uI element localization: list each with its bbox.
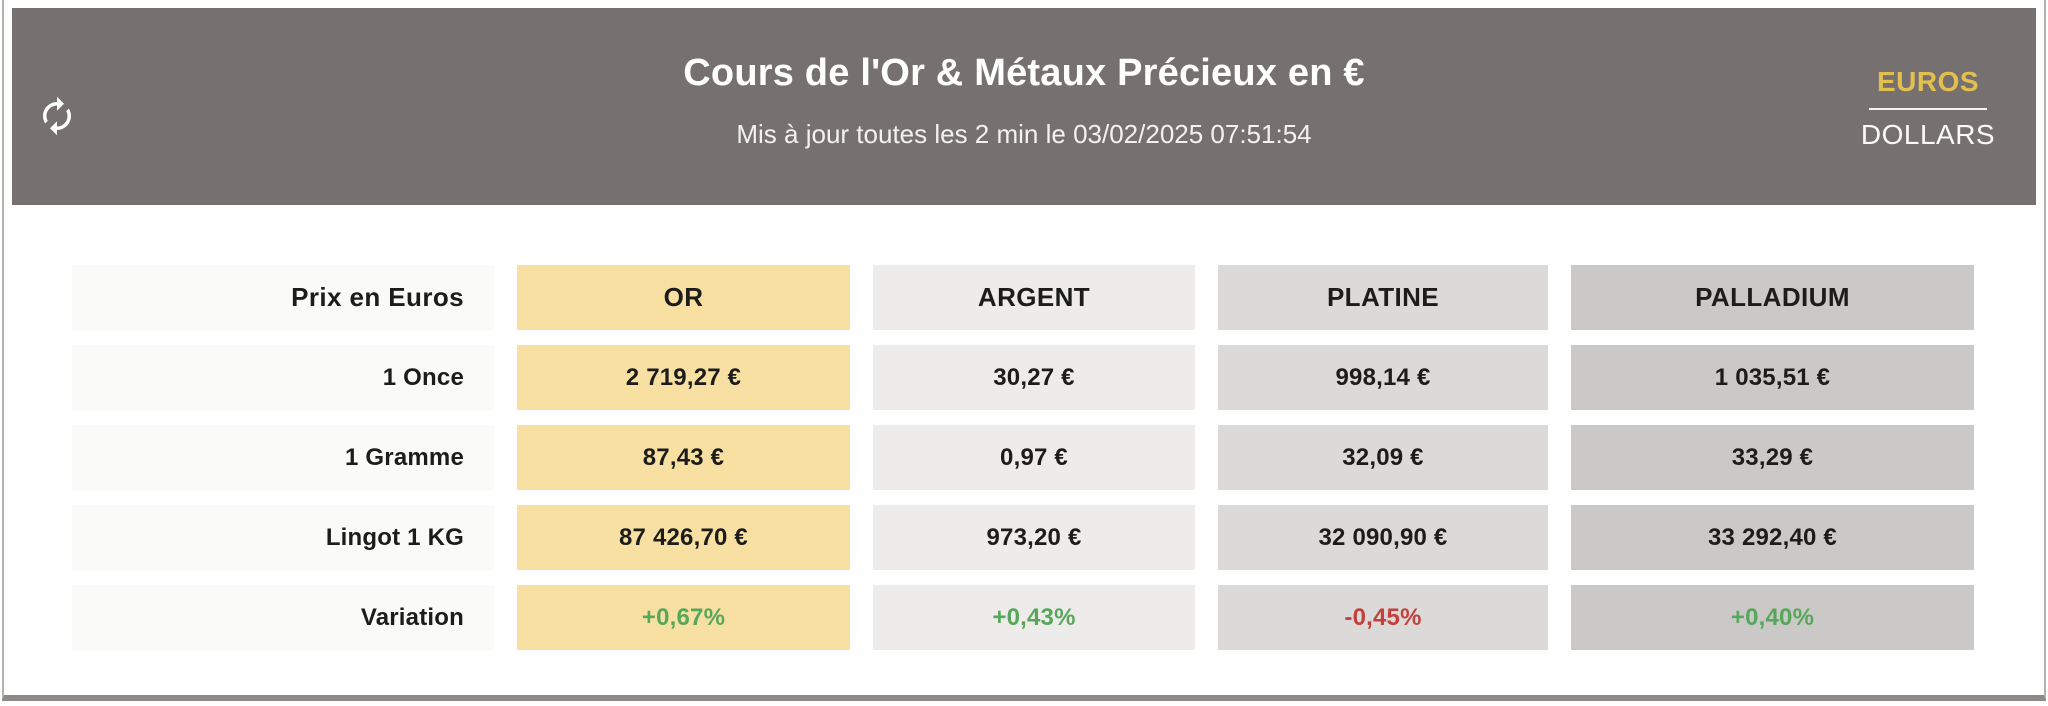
- column-header-or: OR: [517, 265, 850, 330]
- prices-panel: Prix en Euros OR ARGENT PLATINE PALLADIU…: [12, 265, 2036, 650]
- price-argent-once: 30,27 €: [873, 345, 1195, 410]
- currency-toggle: EUROS DOLLARS: [1848, 66, 2008, 151]
- price-argent-lingot: 973,20 €: [873, 505, 1195, 570]
- variation-palladium: +0,40%: [1571, 585, 1974, 650]
- refresh-button[interactable]: [34, 94, 80, 140]
- header-text: Cours de l'Or & Métaux Précieux en € Mis…: [12, 8, 2036, 150]
- page-title: Cours de l'Or & Métaux Précieux en €: [683, 52, 1365, 94]
- header: Cours de l'Or & Métaux Précieux en € Mis…: [12, 8, 2036, 205]
- price-or-once: 2 719,27 €: [517, 345, 850, 410]
- price-argent-gramme: 0,97 €: [873, 425, 1195, 490]
- column-header-platine: PLATINE: [1218, 265, 1548, 330]
- row-label-once: 1 Once: [72, 345, 494, 410]
- currency-option-euros[interactable]: EUROS: [1876, 66, 1980, 97]
- corner-header-cell: Prix en Euros: [72, 265, 494, 330]
- price-platine-lingot: 32 090,90 €: [1218, 505, 1548, 570]
- price-platine-gramme: 32,09 €: [1218, 425, 1548, 490]
- variation-or: +0,67%: [517, 585, 850, 650]
- price-platine-once: 998,14 €: [1218, 345, 1548, 410]
- last-update-text: Mis à jour toutes les 2 min le 03/02/202…: [736, 119, 1312, 149]
- price-table: Prix en Euros OR ARGENT PLATINE PALLADIU…: [72, 265, 2036, 650]
- price-or-gramme: 87,43 €: [517, 425, 850, 490]
- row-label-lingot: Lingot 1 KG: [72, 505, 494, 570]
- currency-option-dollars[interactable]: DOLLARS: [1860, 119, 1996, 150]
- row-label-variation: Variation: [72, 585, 494, 650]
- row-label-gramme: 1 Gramme: [72, 425, 494, 490]
- currency-toggle-divider: [1869, 108, 1987, 110]
- variation-platine: -0,45%: [1218, 585, 1548, 650]
- refresh-icon: [36, 95, 78, 140]
- variation-argent: +0,43%: [873, 585, 1195, 650]
- price-palladium-gramme: 33,29 €: [1571, 425, 1974, 490]
- column-header-palladium: PALLADIUM: [1571, 265, 1974, 330]
- price-palladium-lingot: 33 292,40 €: [1571, 505, 1974, 570]
- price-or-lingot: 87 426,70 €: [517, 505, 850, 570]
- price-palladium-once: 1 035,51 €: [1571, 345, 1974, 410]
- column-header-argent: ARGENT: [873, 265, 1195, 330]
